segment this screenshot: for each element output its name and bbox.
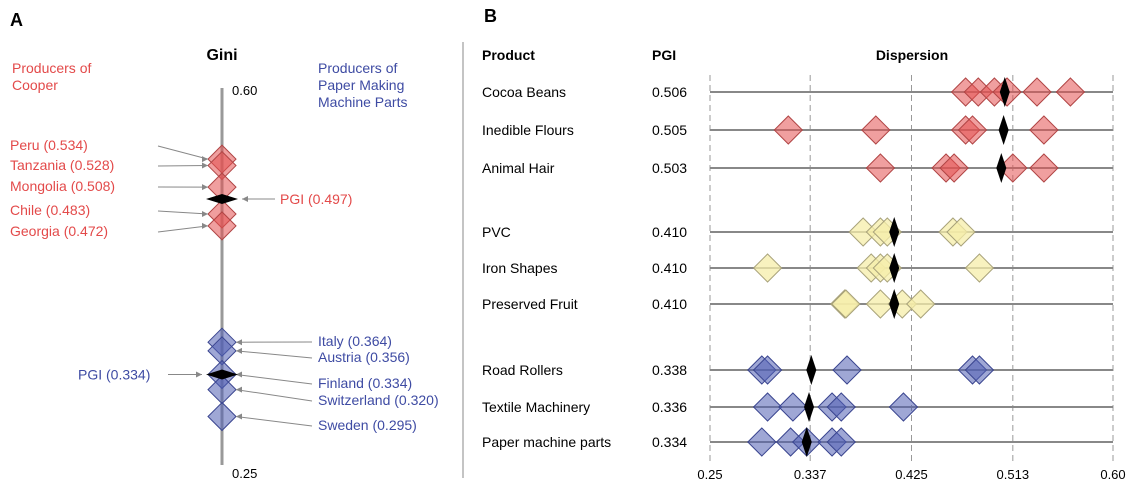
arrowhead-icon bbox=[202, 223, 208, 229]
arrowhead-icon bbox=[236, 387, 242, 393]
arrowhead-icon bbox=[236, 339, 242, 345]
arrowhead-icon bbox=[242, 196, 248, 202]
dispersion-point-diamond bbox=[754, 393, 782, 421]
right-heading-line2: Paper Making bbox=[318, 77, 404, 93]
arrowhead-icon bbox=[202, 211, 208, 217]
blue-point-label: Switzerland (0.320) bbox=[318, 392, 439, 408]
dispersion-point-diamond bbox=[754, 254, 782, 282]
red-pgi-label: PGI (0.497) bbox=[280, 191, 352, 207]
arrowhead-icon bbox=[236, 348, 242, 354]
row-product-label: Inedible Flours bbox=[482, 122, 574, 138]
x-tick-label: 0.513 bbox=[997, 467, 1030, 482]
panel-a-letter: A bbox=[10, 10, 23, 30]
row-pgi-value: 0.410 bbox=[652, 296, 687, 312]
blue-point-label: Italy (0.364) bbox=[318, 333, 392, 349]
row-pgi-value: 0.338 bbox=[652, 362, 687, 378]
blue-point-label: Sweden (0.295) bbox=[318, 417, 417, 433]
dispersion-point-diamond bbox=[1056, 78, 1084, 106]
row-product-label: Animal Hair bbox=[482, 160, 555, 176]
dispersion-point-diamond bbox=[889, 393, 917, 421]
row-pgi-value: 0.410 bbox=[652, 260, 687, 276]
column-header-pgi: PGI bbox=[652, 47, 676, 63]
x-tick-label: 0.337 bbox=[794, 467, 827, 482]
panel-a-axis-title: Gini bbox=[206, 47, 237, 64]
red-point-label: Mongolia (0.508) bbox=[10, 178, 115, 194]
red-point-label: Georgia (0.472) bbox=[10, 223, 108, 239]
arrowhead-icon bbox=[196, 372, 202, 378]
dispersion-point-diamond bbox=[866, 154, 894, 182]
pgi-marker bbox=[996, 153, 1006, 183]
dispersion-point-diamond bbox=[862, 116, 890, 144]
pgi-marker bbox=[806, 355, 816, 385]
right-heading-line1: Producers of bbox=[318, 60, 397, 76]
panel-a-bottom-label: 0.25 bbox=[232, 466, 257, 481]
blue-point-leader bbox=[236, 390, 312, 401]
blue-point-label: Finland (0.334) bbox=[318, 375, 412, 391]
row-product-label: Paper machine parts bbox=[482, 434, 611, 450]
red-point-leader bbox=[158, 146, 208, 159]
dispersion-point-diamond bbox=[833, 356, 861, 384]
row-pgi-value: 0.334 bbox=[652, 434, 687, 450]
red-point-label: Chile (0.483) bbox=[10, 202, 90, 218]
blue-point-leader bbox=[236, 351, 312, 358]
dispersion-point-diamond bbox=[1023, 78, 1051, 106]
dispersion-point-diamond bbox=[774, 116, 802, 144]
red-point-label: Peru (0.534) bbox=[10, 137, 88, 153]
dispersion-point-diamond bbox=[965, 254, 993, 282]
row-product-label: Cocoa Beans bbox=[482, 84, 566, 100]
dispersion-point-diamond bbox=[907, 290, 935, 318]
pgi-marker bbox=[804, 392, 814, 422]
red-point-label: Tanzania (0.528) bbox=[10, 157, 114, 173]
dispersion-point-diamond bbox=[1030, 116, 1058, 144]
row-pgi-value: 0.505 bbox=[652, 122, 687, 138]
x-tick-label: 0.425 bbox=[895, 467, 928, 482]
arrowhead-icon bbox=[202, 184, 208, 190]
dispersion-point-diamond bbox=[748, 428, 776, 456]
dispersion-point-diamond bbox=[779, 393, 807, 421]
row-product-label: Road Rollers bbox=[482, 362, 563, 378]
left-heading-line1: Producers of bbox=[12, 60, 91, 76]
blue-point-leader bbox=[236, 375, 312, 384]
red-point-leader bbox=[158, 211, 208, 214]
panel-a-plot: Peru (0.534) Tanzania (0.528) Mongolia (0.… bbox=[10, 88, 439, 465]
x-tick-label: 0.60 bbox=[1100, 467, 1125, 482]
row-pgi-value: 0.336 bbox=[652, 399, 687, 415]
arrowhead-icon bbox=[236, 414, 242, 420]
row-product-label: Textile Machinery bbox=[482, 399, 590, 415]
pgi-marker bbox=[999, 115, 1009, 145]
row-product-label: Preserved Fruit bbox=[482, 296, 578, 312]
column-header-dispersion: Dispersion bbox=[876, 47, 948, 63]
red-pgi-marker bbox=[206, 194, 238, 204]
row-pgi-value: 0.503 bbox=[652, 160, 687, 176]
left-heading-line2: Cooper bbox=[12, 77, 58, 93]
right-heading-line3: Machine Parts bbox=[318, 94, 407, 110]
panel-a-top-label: 0.60 bbox=[232, 83, 257, 98]
panel-b-plot: 0.25 0.337 0.425 0.513 0.60 Cocoa Beans 0.506 I… bbox=[482, 75, 1126, 482]
blue-pgi-label: PGI (0.334) bbox=[78, 367, 150, 383]
row-pgi-value: 0.410 bbox=[652, 224, 687, 240]
row-product-label: Iron Shapes bbox=[482, 260, 558, 276]
blue-point-label: Austria (0.356) bbox=[318, 349, 410, 365]
row-product-label: PVC bbox=[482, 224, 511, 240]
arrowhead-icon bbox=[202, 156, 208, 162]
panel-b-letter: B bbox=[484, 6, 497, 26]
red-point-leader bbox=[158, 226, 208, 232]
blue-point-diamond bbox=[208, 376, 236, 404]
arrowhead-icon bbox=[202, 163, 208, 169]
pgi-marker bbox=[889, 289, 899, 319]
dispersion-point-diamond bbox=[832, 290, 860, 318]
blue-point-leader bbox=[236, 417, 312, 426]
row-pgi-value: 0.506 bbox=[652, 84, 687, 100]
column-header-product: Product bbox=[482, 47, 535, 63]
x-tick-label: 0.25 bbox=[697, 467, 722, 482]
dispersion-point-diamond bbox=[1030, 154, 1058, 182]
blue-point-diamond bbox=[208, 403, 236, 431]
